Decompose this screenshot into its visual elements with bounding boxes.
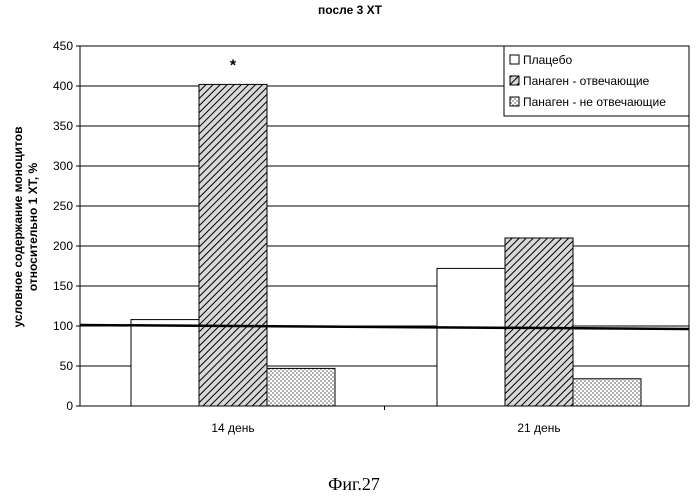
y-tick-label: 350 xyxy=(53,119,73,133)
y-tick-label: 450 xyxy=(53,39,73,53)
legend-swatch xyxy=(510,76,519,85)
y-tick-label: 0 xyxy=(66,399,73,413)
figure-caption: Фиг.27 xyxy=(328,474,380,494)
significance-marker: * xyxy=(230,57,237,74)
x-category-label: 14 день xyxy=(211,421,254,435)
bar xyxy=(267,368,335,406)
y-axis-label-line-2: относительно 1 ХТ, % xyxy=(26,163,40,292)
legend-swatch xyxy=(510,55,519,64)
y-tick-label: 150 xyxy=(53,279,73,293)
bar xyxy=(199,84,267,406)
chart-title: после 3 ХТ xyxy=(318,3,383,17)
bar xyxy=(131,320,199,406)
legend-label: Панаген - не отвечающие xyxy=(523,95,666,109)
y-tick-label: 400 xyxy=(53,79,73,93)
y-tick-label: 250 xyxy=(53,199,73,213)
y-tick-label: 50 xyxy=(60,359,74,373)
y-tick-label: 200 xyxy=(53,239,73,253)
legend-label: Панаген - отвечающие xyxy=(523,74,650,88)
y-tick-label: 100 xyxy=(53,319,73,333)
y-tick-label: 300 xyxy=(53,159,73,173)
y-axis-label-line-1: условное содержание моноцитов xyxy=(11,127,25,328)
legend-swatch xyxy=(510,97,519,106)
x-category-label: 21 день xyxy=(517,421,560,435)
bar xyxy=(437,268,505,406)
legend-label: Плацебо xyxy=(523,53,572,67)
bar xyxy=(573,379,641,406)
plot-area: 0 50 100 150 200 250 300 350 400 450 14 день 21 ден… xyxy=(53,39,689,435)
bar xyxy=(505,238,573,406)
